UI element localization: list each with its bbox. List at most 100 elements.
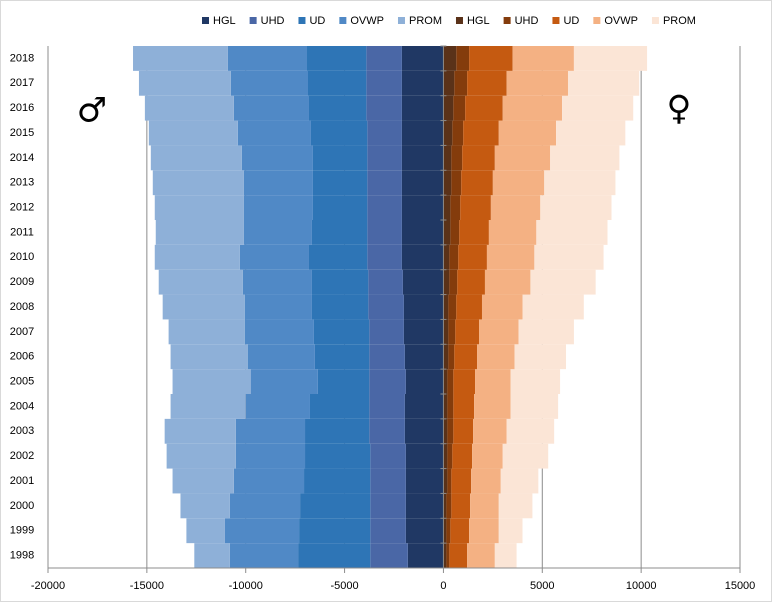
bar bbox=[148, 120, 238, 146]
bar bbox=[443, 294, 449, 320]
bar bbox=[443, 493, 447, 519]
bar bbox=[484, 269, 531, 295]
bar bbox=[401, 145, 444, 171]
bar bbox=[446, 493, 452, 519]
bar bbox=[447, 468, 452, 494]
female-symbol: ♀ bbox=[667, 89, 692, 129]
bar bbox=[133, 46, 228, 71]
bar bbox=[224, 518, 300, 544]
bar bbox=[512, 46, 574, 71]
bar bbox=[403, 319, 444, 345]
bar bbox=[453, 418, 474, 444]
bar bbox=[488, 220, 537, 245]
bar bbox=[241, 145, 313, 171]
y-tick-label: 2007 bbox=[10, 326, 34, 338]
bar bbox=[460, 195, 491, 220]
legend: HGL UHD UD OVWP PROM HGL UHD UD OVWP PROM bbox=[202, 15, 696, 27]
bar bbox=[443, 195, 451, 220]
bar bbox=[407, 543, 444, 568]
bar bbox=[166, 443, 236, 469]
bar bbox=[567, 70, 640, 96]
bar bbox=[443, 244, 450, 270]
legend-label: HGL bbox=[213, 15, 236, 27]
bar bbox=[500, 468, 539, 494]
bar bbox=[506, 70, 568, 96]
y-tick-label: 2017 bbox=[10, 77, 34, 89]
y-tick-label: 2001 bbox=[10, 475, 34, 487]
bar bbox=[454, 70, 468, 96]
x-tick-label: 5000 bbox=[530, 580, 554, 592]
bar bbox=[446, 543, 450, 568]
bar bbox=[229, 493, 301, 519]
bar bbox=[186, 518, 225, 544]
bar bbox=[457, 269, 485, 295]
bar bbox=[298, 543, 371, 568]
bar bbox=[506, 418, 555, 444]
y-tick-label: 2018 bbox=[10, 52, 34, 64]
bar bbox=[309, 394, 370, 419]
bar bbox=[461, 170, 493, 196]
bar bbox=[312, 170, 368, 196]
bar bbox=[540, 195, 612, 220]
y-tick-label: 2012 bbox=[10, 201, 34, 213]
x-tick-label: -20000 bbox=[31, 580, 65, 592]
bar bbox=[401, 95, 444, 121]
bar bbox=[492, 170, 545, 196]
legend-label: OVWP bbox=[350, 15, 384, 27]
bar bbox=[405, 493, 444, 519]
bar bbox=[405, 443, 444, 469]
bar bbox=[370, 493, 406, 519]
bar bbox=[443, 170, 452, 196]
bar bbox=[194, 543, 230, 568]
bar bbox=[367, 170, 402, 196]
bar bbox=[305, 418, 370, 444]
bar bbox=[367, 145, 402, 171]
bar bbox=[453, 394, 475, 419]
x-tick-label: -15000 bbox=[130, 580, 164, 592]
y-tick-label: 1999 bbox=[10, 525, 34, 537]
bar bbox=[536, 220, 608, 245]
bar bbox=[237, 120, 311, 146]
bar bbox=[366, 95, 402, 121]
bar bbox=[144, 95, 234, 121]
bar bbox=[450, 518, 470, 544]
bar bbox=[463, 120, 499, 146]
bar bbox=[370, 468, 406, 494]
bar bbox=[367, 195, 402, 220]
x-tick-label: 10000 bbox=[626, 580, 657, 592]
bar bbox=[443, 443, 448, 469]
bar bbox=[401, 70, 444, 96]
legend-swatch bbox=[249, 17, 257, 24]
bar bbox=[443, 70, 455, 96]
bar bbox=[312, 145, 368, 171]
bar bbox=[443, 269, 450, 295]
bar bbox=[469, 46, 513, 71]
bar bbox=[170, 344, 248, 370]
bar bbox=[401, 195, 444, 220]
bar bbox=[401, 220, 444, 245]
bar bbox=[317, 369, 370, 394]
bar bbox=[458, 244, 487, 270]
legend-swatch bbox=[298, 17, 306, 24]
legend-swatch bbox=[339, 17, 347, 24]
bar bbox=[233, 95, 309, 121]
legend-label: PROM bbox=[663, 15, 696, 27]
bar bbox=[305, 443, 371, 469]
bar bbox=[235, 418, 306, 444]
bar bbox=[443, 319, 449, 345]
bar bbox=[494, 145, 551, 171]
bar bbox=[443, 46, 457, 71]
x-tick-label: 0 bbox=[440, 580, 446, 592]
bar bbox=[404, 394, 444, 419]
legend-label: OVWP bbox=[604, 15, 638, 27]
bar bbox=[243, 195, 313, 220]
bar bbox=[369, 369, 406, 394]
legend-label: PROM bbox=[409, 15, 442, 27]
bar bbox=[473, 418, 507, 444]
bar bbox=[402, 269, 444, 295]
bar bbox=[299, 518, 371, 544]
bar bbox=[172, 468, 234, 494]
legend-swatch bbox=[651, 17, 659, 24]
bar bbox=[443, 543, 447, 568]
bar bbox=[469, 518, 499, 544]
